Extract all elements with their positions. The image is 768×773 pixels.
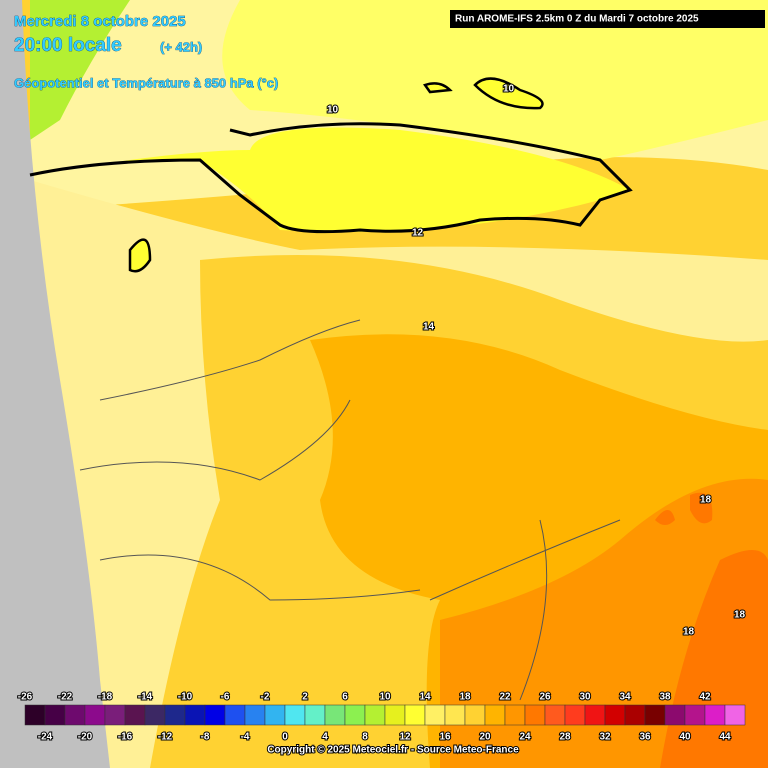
legend-label: 26 xyxy=(539,692,551,703)
legend-label: 38 xyxy=(659,692,671,703)
legend-label: 12 xyxy=(399,732,411,743)
legend-cell xyxy=(524,704,546,726)
legend-cell xyxy=(264,704,286,726)
legend-cell xyxy=(224,704,246,726)
legend-cell xyxy=(324,704,346,726)
legend-label: -16 xyxy=(118,732,133,743)
contour-label: 18 xyxy=(683,627,695,638)
legend-label: 40 xyxy=(679,732,691,743)
legend-label: 2 xyxy=(302,692,308,703)
legend-label: -14 xyxy=(138,692,153,703)
legend-label: 24 xyxy=(519,732,531,743)
legend-label: -4 xyxy=(241,732,250,743)
legend-cell xyxy=(24,704,46,726)
contour-label: 10 xyxy=(327,105,339,116)
legend-label: -6 xyxy=(221,692,230,703)
contour-label: 18 xyxy=(700,495,712,506)
legend-cell xyxy=(504,704,526,726)
legend-cell xyxy=(684,704,706,726)
legend-label: 22 xyxy=(499,692,511,703)
color-legend: -26-24-22-20-18-16-14-12-10-8-6-4-202468… xyxy=(17,691,746,744)
legend-label: 34 xyxy=(619,692,631,703)
legend-cell xyxy=(184,704,206,726)
legend-cell xyxy=(344,704,366,726)
legend-cell xyxy=(244,704,266,726)
legend-cell xyxy=(44,704,66,726)
sea xyxy=(0,0,110,768)
lead-time: (+ 42h) xyxy=(160,39,202,54)
legend-label: -22 xyxy=(58,692,73,703)
legend-label: 6 xyxy=(342,692,348,703)
legend-cell xyxy=(204,704,226,726)
legend-cell xyxy=(724,704,746,726)
time: 20:00 locale xyxy=(14,35,122,56)
legend-label: 44 xyxy=(719,732,731,743)
legend-label: -20 xyxy=(78,732,93,743)
copyright: Copyright © 2025 Meteociel.fr - Source M… xyxy=(267,745,519,756)
legend-cell xyxy=(304,704,326,726)
run-box xyxy=(450,10,765,28)
zone-yellow-2 xyxy=(30,127,630,232)
legend-label: 4 xyxy=(322,732,328,743)
legend-label: 42 xyxy=(699,692,711,703)
legend-cell xyxy=(404,704,426,726)
legend-cell xyxy=(464,704,486,726)
legend-label: 28 xyxy=(559,732,571,743)
legend-label: 30 xyxy=(579,692,591,703)
islands xyxy=(128,77,544,273)
legend-label: 14 xyxy=(419,692,431,703)
legend-cell xyxy=(704,704,726,726)
legend-label: 20 xyxy=(479,732,491,743)
legend-cell xyxy=(564,704,586,726)
legend-cell xyxy=(664,704,686,726)
legend-label: 32 xyxy=(599,732,611,743)
legend-cell xyxy=(364,704,386,726)
legend-label: -10 xyxy=(178,692,193,703)
legend-label: 36 xyxy=(639,732,651,743)
zone-green xyxy=(30,0,130,140)
legend-cell xyxy=(124,704,146,726)
legend-label: -18 xyxy=(98,692,113,703)
legend-label: -24 xyxy=(38,732,53,743)
legend-cell xyxy=(164,704,186,726)
legend-label: 18 xyxy=(459,692,471,703)
zone-red xyxy=(655,492,768,768)
contour-label: 14 xyxy=(423,322,435,333)
legend-cell xyxy=(64,704,86,726)
legend-label: 8 xyxy=(362,732,368,743)
contour-label: 10 xyxy=(503,84,515,95)
legend-cell xyxy=(584,704,606,726)
legend-cell xyxy=(624,704,646,726)
legend-cell xyxy=(84,704,106,726)
legend-label: 0 xyxy=(282,732,288,743)
legend-label: -8 xyxy=(201,732,210,743)
coastline xyxy=(29,122,633,234)
legend-cell xyxy=(424,704,446,726)
legend-label: -12 xyxy=(158,732,173,743)
contour-label: 12 xyxy=(412,228,424,239)
parameter: Géopotentiel et Température à 850 hPa (°… xyxy=(14,75,278,90)
legend-cell xyxy=(644,704,666,726)
borders xyxy=(79,319,621,701)
legend-cell xyxy=(484,704,506,726)
legend-cell xyxy=(444,704,466,726)
legend-cell xyxy=(384,704,406,726)
legend-label: -26 xyxy=(18,692,33,703)
legend-cell xyxy=(144,704,166,726)
contour-label: 18 xyxy=(734,610,746,621)
legend-cell xyxy=(544,704,566,726)
date: Mercredi 8 octobre 2025 xyxy=(14,13,186,30)
legend-cell xyxy=(604,704,626,726)
run-info: Run AROME-IFS 2.5km 0 Z du Mardi 7 octob… xyxy=(455,14,699,25)
legend-label: 10 xyxy=(379,692,391,703)
legend-cell xyxy=(104,704,126,726)
legend-label: -2 xyxy=(261,692,270,703)
legend-label: 16 xyxy=(439,732,451,743)
legend-cell xyxy=(284,704,306,726)
